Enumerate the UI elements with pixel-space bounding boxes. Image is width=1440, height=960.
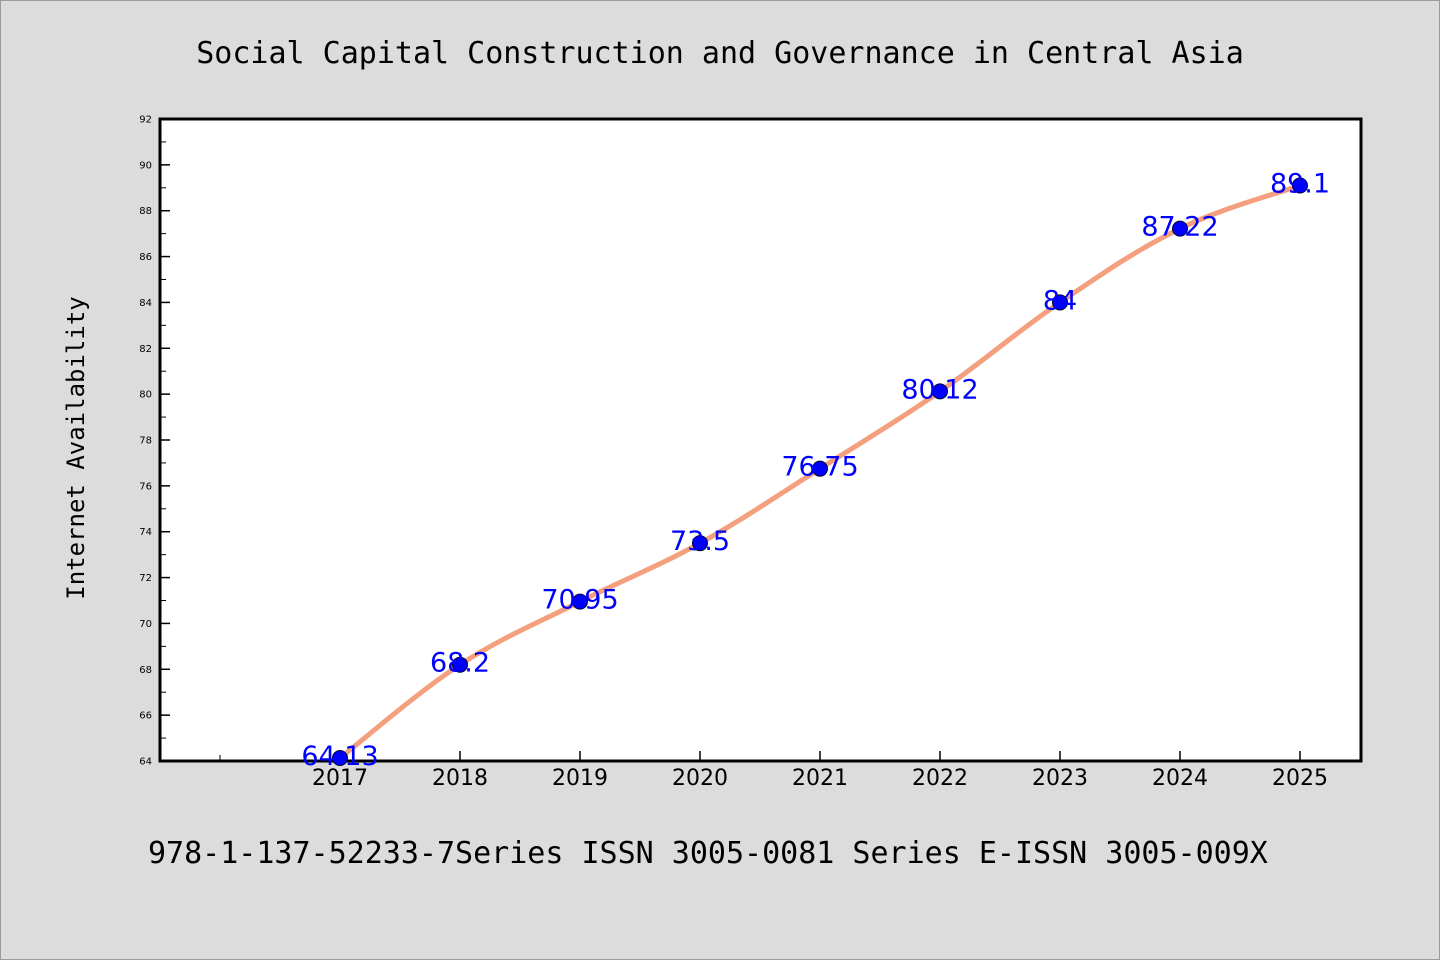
- x-tick-label: 2020: [672, 766, 728, 791]
- y-tick-label: 82: [139, 344, 152, 355]
- plot-area: [158, 117, 1363, 763]
- y-tick-label: 68: [139, 665, 152, 676]
- x-tick-label: 2019: [552, 766, 608, 791]
- y-tick-label: 80: [139, 390, 152, 401]
- y-tick-label: 76: [139, 481, 152, 492]
- data-point: [1292, 177, 1308, 194]
- y-tick-label: 88: [139, 206, 152, 217]
- data-point: [1052, 294, 1068, 311]
- footer-isbn-text: 978-1-137-52233-7Series ISSN 3005-0081 S…: [148, 836, 1268, 871]
- data-markers: [332, 177, 1308, 767]
- y-axis-label: Internet Availability: [62, 296, 90, 599]
- data-labels: 64.13 68.2 70.95 73.5 76.75 80.12 84 87.22 89.1: [301, 168, 1330, 772]
- data-point: [812, 460, 828, 477]
- data-label: 89.1: [1270, 168, 1330, 199]
- y-tick-label: 84: [139, 298, 152, 309]
- x-tick-label: 2024: [1152, 766, 1208, 791]
- data-point: [1172, 220, 1188, 237]
- data-label: 76.75: [781, 452, 858, 483]
- x-tick-label: 2021: [792, 766, 848, 791]
- y-tick-label: 66: [139, 711, 152, 722]
- data-label: 73.5: [670, 526, 730, 557]
- data-label: 84: [1043, 285, 1077, 316]
- x-axis-ticks: 2017 2018 2019 2020 2021 2022 2023 2024 2025: [219, 751, 1328, 791]
- data-label: 68.2: [430, 648, 490, 679]
- y-tick-label: 86: [139, 252, 152, 263]
- x-tick-label: 2017: [312, 766, 368, 791]
- x-tick-label: 2023: [1032, 766, 1088, 791]
- chart-title: Social Capital Construction and Governan…: [196, 36, 1244, 71]
- y-tick-label: 74: [139, 527, 152, 538]
- data-point: [692, 535, 708, 552]
- data-label: 80.12: [901, 374, 978, 405]
- data-label: 64.13: [301, 741, 378, 772]
- y-tick-label: 90: [139, 160, 152, 171]
- y-tick-label: 78: [139, 436, 152, 447]
- x-tick-label: 2025: [1272, 766, 1328, 791]
- y-tick-label: 64: [139, 757, 152, 768]
- data-point: [932, 383, 948, 400]
- y-axis-ticks: 64 66 68 70 72 74 76 78 80 82 84 86 88 90 92: [139, 115, 170, 768]
- data-label: 70.95: [541, 585, 618, 616]
- data-label: 87.22: [1141, 212, 1218, 243]
- x-tick-label: 2018: [432, 766, 488, 791]
- y-tick-label: 92: [139, 115, 152, 126]
- data-point: [332, 750, 348, 767]
- y-tick-label: 72: [139, 573, 152, 584]
- x-tick-label: 2022: [912, 766, 968, 791]
- data-point: [452, 656, 468, 673]
- y-tick-label: 70: [139, 619, 152, 630]
- data-point: [572, 593, 588, 610]
